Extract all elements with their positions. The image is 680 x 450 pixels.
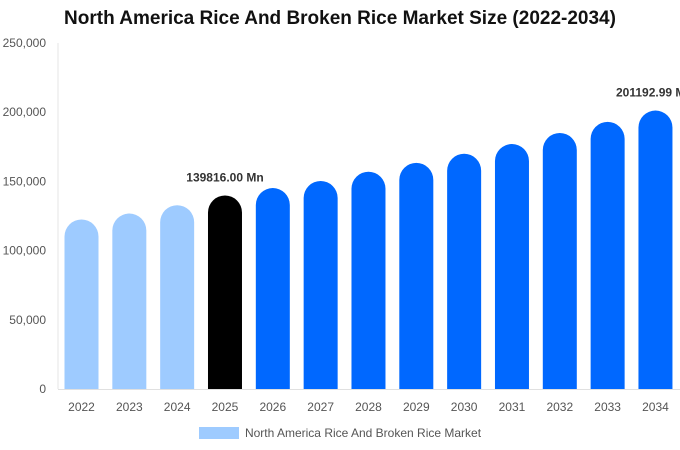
legend-label: North America Rice And Broken Rice Marke…: [244, 426, 482, 440]
x-tick-label: 2033: [594, 400, 621, 414]
data-label: 139816.00 Mn: [186, 170, 263, 184]
x-tick-label: 2026: [259, 400, 286, 414]
x-tick-label: 2032: [546, 400, 573, 414]
data-labels: 139816.00 Mn 201192.99 Mn: [186, 86, 680, 185]
x-tick-label: 2034: [642, 400, 669, 414]
x-tick-label: 2024: [164, 400, 191, 414]
x-tick-label: 2027: [307, 400, 334, 414]
y-tick-label: 200,000: [3, 105, 47, 119]
bar-2033: [590, 121, 625, 390]
bar-2032: [542, 132, 577, 389]
x-tick-label: 2022: [68, 400, 95, 414]
x-axis: 2022 2023 2024 2025 2026 2027 2028 2029 2030 2031…: [58, 389, 680, 414]
bar-2025: [207, 195, 242, 389]
y-tick-label: 100,000: [3, 244, 47, 258]
bar-2031: [494, 144, 529, 389]
bar-2023: [112, 213, 147, 389]
bar-2022: [64, 219, 99, 389]
y-axis: 0 50,000 100,000 150,000 200,000 250,000: [3, 36, 59, 396]
bar-2024: [160, 205, 195, 389]
bar-2029: [399, 162, 434, 389]
bar-2030: [447, 153, 482, 389]
data-label: 201192.99 Mn: [616, 86, 680, 100]
x-tick-label: 2029: [403, 400, 430, 414]
bar-2026: [255, 188, 290, 389]
x-tick-label: 2023: [116, 400, 143, 414]
y-tick-label: 250,000: [3, 36, 47, 50]
x-tick-label: 2030: [451, 400, 478, 414]
x-tick-label: 2031: [499, 400, 526, 414]
bar-2028: [351, 171, 386, 389]
x-tick-label: 2028: [355, 400, 382, 414]
bar-2027: [303, 180, 338, 389]
y-tick-label: 150,000: [3, 174, 47, 188]
bars: [64, 110, 673, 390]
legend-swatch: [198, 427, 239, 439]
bar-2034: [638, 110, 673, 389]
x-tick-label: 2025: [212, 400, 239, 414]
y-tick-label: 50,000: [9, 313, 46, 327]
chart-title: North America Rice And Broken Rice Marke…: [64, 8, 616, 29]
legend: North America Rice And Broken Rice Marke…: [0, 426, 680, 440]
y-tick-label: 0: [39, 382, 46, 396]
